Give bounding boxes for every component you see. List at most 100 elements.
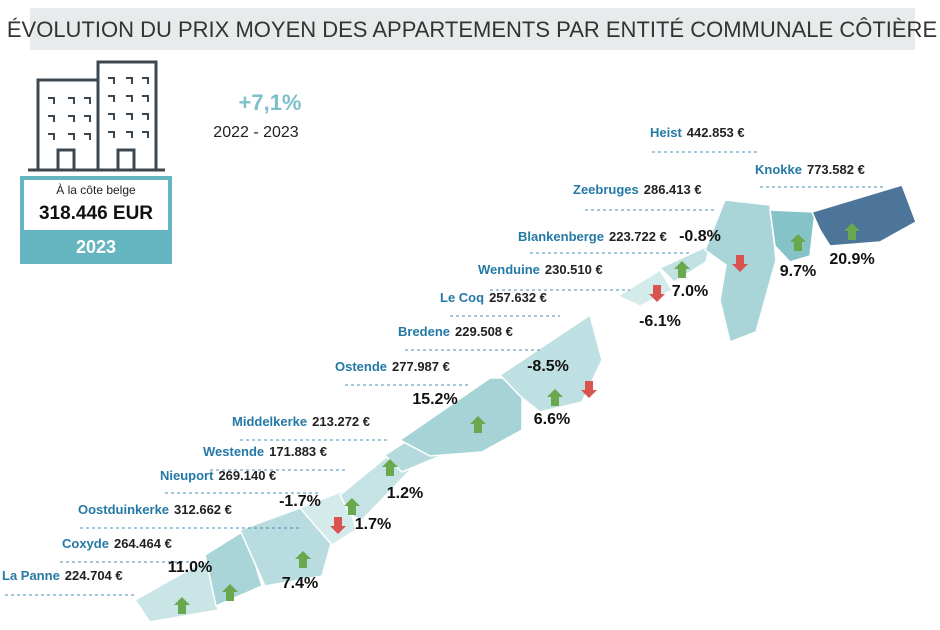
municipality-label: Zeebruges 286.413 € [573, 182, 702, 197]
window [126, 113, 133, 120]
window [126, 77, 133, 84]
change-label: 7.0% [672, 283, 708, 300]
municipality-name: Heist [650, 125, 682, 140]
municipality-name: Blankenberge [518, 229, 604, 244]
change-label: -1.7% [279, 493, 321, 510]
up-arrow [295, 551, 311, 568]
municipality-name: La Panne [2, 568, 60, 583]
title-banner [30, 8, 915, 50]
window [68, 115, 75, 122]
trend-arrows [174, 223, 860, 614]
up-arrow [382, 459, 398, 476]
municipality-price: 223.722 € [609, 229, 667, 244]
title: ÉVOLUTION DU PRIX MOYEN DES APPARTEMENTS… [7, 17, 937, 42]
municipality-name: Ostende [335, 359, 387, 374]
summary-year: 2023 [76, 237, 116, 257]
change-label: 11.0% [168, 559, 212, 576]
change-label: -8.5% [527, 358, 569, 375]
change-label: 15.2% [412, 391, 457, 408]
window [108, 113, 115, 120]
up-arrow [222, 584, 238, 601]
down-arrow [649, 285, 665, 302]
up-arrow [547, 389, 563, 406]
municipality-name: Oostduinkerke [78, 502, 169, 517]
up-arrow [674, 261, 690, 278]
window [84, 133, 91, 140]
municipality-name: Westende [203, 444, 264, 459]
summary-price: 318.446 EUR [39, 203, 153, 224]
up-arrow [470, 416, 486, 433]
municipality-label: Knokke 773.582 € [755, 162, 865, 177]
municipality-label: Ostende 277.987 € [335, 359, 450, 374]
window [142, 77, 149, 84]
window [48, 115, 55, 122]
window [48, 97, 55, 104]
window-marks [48, 77, 149, 140]
municipality-label: La Panne 224.704 € [2, 568, 123, 583]
municipality-name: Nieuport [160, 468, 214, 483]
municipality-name: Knokke [755, 162, 802, 177]
change-label: 6.6% [534, 411, 570, 428]
window [84, 97, 91, 104]
down-arrow [732, 255, 748, 272]
window [68, 133, 75, 140]
municipality-price: 229.508 € [455, 324, 513, 339]
municipality-price: 277.987 € [392, 359, 450, 374]
window [142, 95, 149, 102]
municipality-name: Wenduine [478, 262, 540, 277]
up-arrow [790, 234, 806, 251]
municipality-price: 213.272 € [312, 414, 370, 429]
change-label: 1.2% [387, 485, 423, 502]
municipality-name: Coxyde [62, 536, 109, 551]
municipality-price: 269.140 € [218, 468, 276, 483]
up-arrow [844, 223, 860, 240]
municipality-price: 224.704 € [65, 568, 123, 583]
window [108, 95, 115, 102]
municipality-label: Wenduine 230.510 € [478, 262, 603, 277]
municipality-name: Middelkerke [232, 414, 307, 429]
municipality-price: 312.662 € [174, 502, 232, 517]
change-label: 9.7% [780, 263, 816, 280]
municipality-name: Zeebruges [573, 182, 639, 197]
municipality-label: Middelkerke 213.272 € [232, 414, 370, 429]
change-label: 7.4% [282, 575, 318, 592]
change-label: 1.7% [355, 516, 391, 533]
window [126, 95, 133, 102]
summary-period: 2022 - 2023 [213, 124, 299, 141]
municipality-price: 286.413 € [644, 182, 702, 197]
municipality-label: Bredene 229.508 € [398, 324, 513, 339]
change-label: -0.8% [679, 228, 721, 245]
window [126, 131, 133, 138]
change-label: -6.1% [639, 313, 681, 330]
municipality-price: 773.582 € [807, 162, 865, 177]
window [68, 97, 75, 104]
summary-change: +7,1% [239, 90, 302, 115]
window [84, 115, 91, 122]
municipality-label: Nieuport 269.140 € [160, 468, 276, 483]
window [142, 131, 149, 138]
window [142, 113, 149, 120]
municipality-name: Bredene [398, 324, 450, 339]
building-icon [28, 60, 165, 172]
down-arrow [330, 517, 346, 534]
up-arrow [174, 597, 190, 614]
municipality-label: Heist 442.853 € [650, 125, 745, 140]
window [108, 131, 115, 138]
municipality-price: 230.510 € [545, 262, 603, 277]
window [48, 133, 55, 140]
municipality-price: 264.464 € [114, 536, 172, 551]
change-label: 20.9% [829, 251, 874, 268]
summary-label: À la côte belge [56, 182, 136, 197]
municipality-name: Le Coq [440, 290, 484, 305]
municipality-price: 171.883 € [269, 444, 327, 459]
map [133, 184, 917, 623]
municipality-label: Westende 171.883 € [203, 444, 327, 459]
municipality-label: Oostduinkerke 312.662 € [78, 502, 232, 517]
down-arrow [581, 381, 597, 398]
municipality-label: Coxyde 264.464 € [62, 536, 172, 551]
up-arrow [344, 498, 360, 515]
summary-inner [24, 180, 168, 230]
municipality-label: Le Coq 257.632 € [440, 290, 547, 305]
municipality-price: 442.853 € [687, 125, 745, 140]
